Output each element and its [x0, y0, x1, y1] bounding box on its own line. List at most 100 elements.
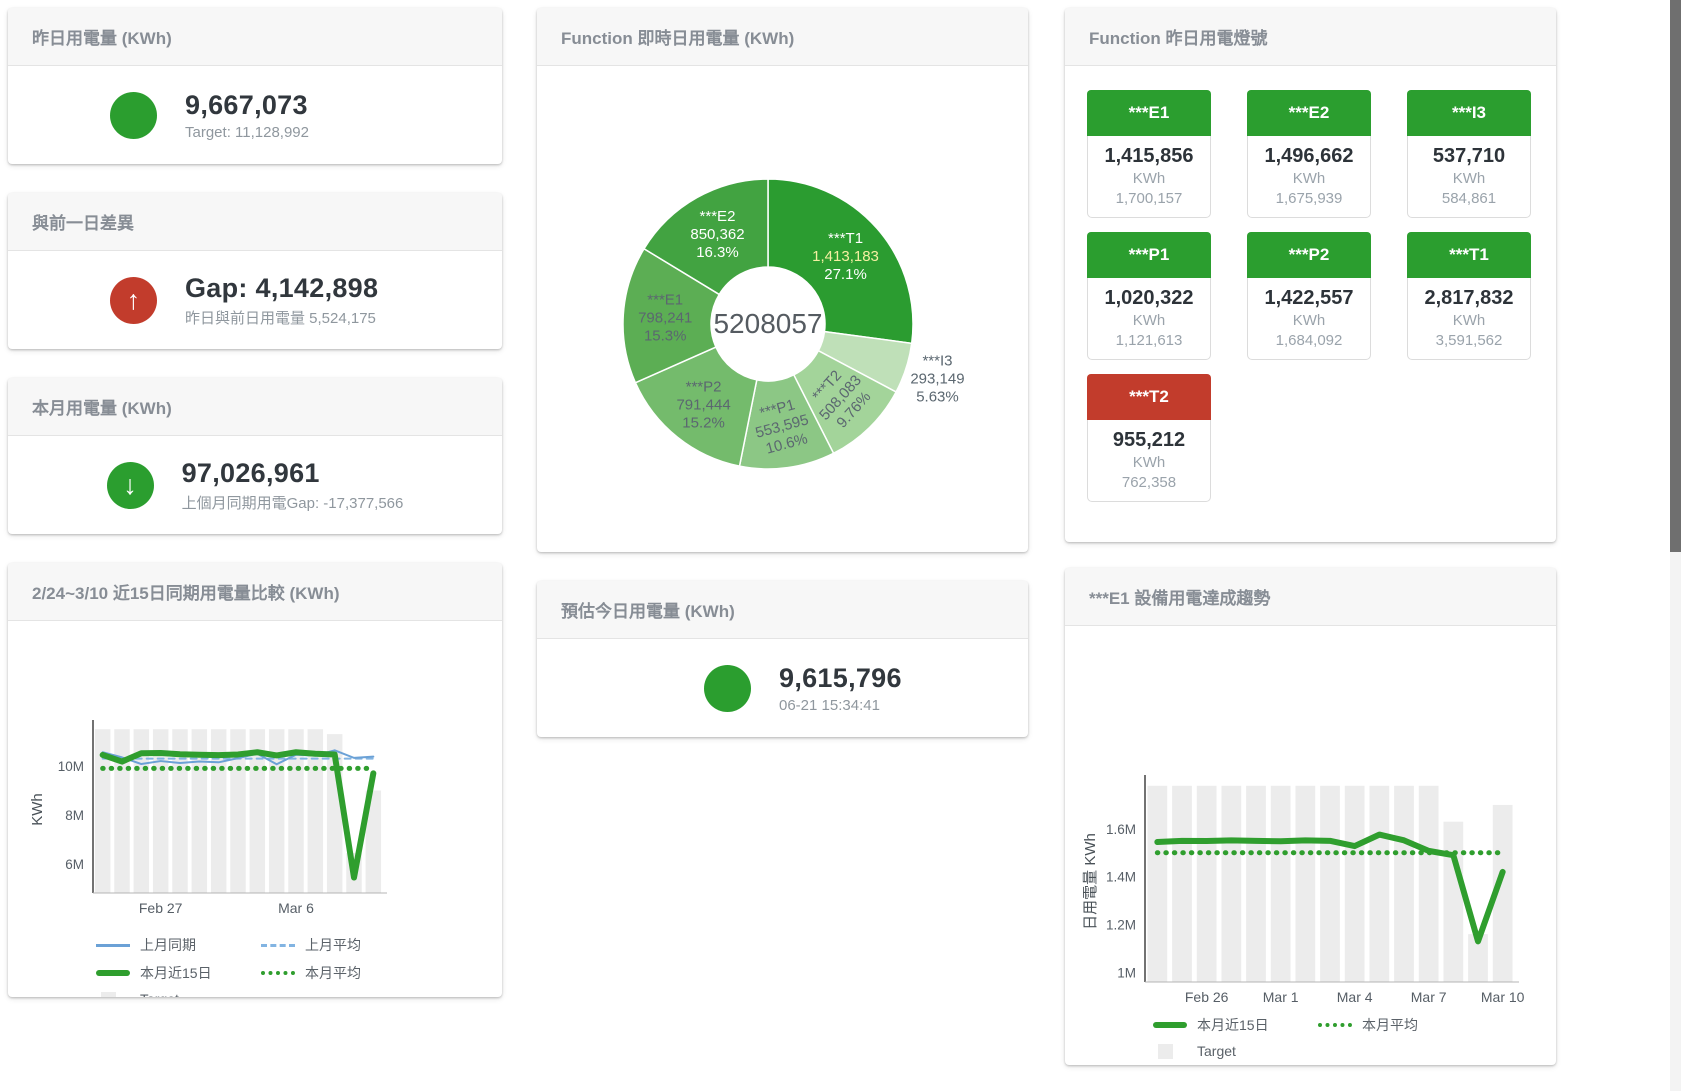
- stat-sub: 上個月同期用電Gap: -17,377,566: [181, 494, 404, 512]
- card-estimate-today: 預估今日用電量 (KWh) 9,615,796 06-21 15:34:41: [537, 581, 1028, 737]
- tile-name: ***P1: [1087, 232, 1211, 278]
- tile-value: 955,212: [1112, 429, 1186, 451]
- donut-slice-P2[interactable]: [634, 346, 758, 468]
- tile-unit: KWh: [1292, 170, 1326, 187]
- series-本月近15日: [99, 749, 377, 881]
- donut-slice-label: ***T1 1,413,183 27.1%: [812, 230, 879, 283]
- y-tick-label: 10M: [58, 759, 84, 774]
- tile-unit: KWh: [1292, 312, 1326, 329]
- tile-target: 762,358: [1121, 474, 1177, 491]
- target-bar: [1394, 785, 1414, 982]
- donut-slice-E2[interactable]: [643, 178, 769, 296]
- card-title: 與前一日差異: [8, 193, 502, 251]
- target-bar: [94, 729, 111, 893]
- tile-name: ***T1: [1407, 232, 1531, 278]
- tile-target: 3,591,562: [1435, 332, 1503, 349]
- status-tile-T2: ***T2 955,212 KWh 762,358: [1087, 374, 1211, 502]
- legend-label: Target: [140, 991, 179, 997]
- status-tile-E2: ***E2 1,496,662 KWh 1,675,939: [1247, 90, 1371, 218]
- card-e1-trend: ***E1 設備用電達成趨勢 1M 1.2M 1.4M 1.6M Feb 26 Mar 1…: [1065, 568, 1556, 1065]
- green-status-circle-icon: [110, 91, 157, 139]
- target-bar: [1221, 785, 1242, 982]
- card-title: Function 昨日用電燈號: [1065, 8, 1556, 66]
- series-本月近15日: [1154, 831, 1506, 945]
- square-swatch-icon: [1158, 1043, 1173, 1059]
- status-tile-I3: ***I3 537,710 KWh 584,861: [1407, 90, 1531, 218]
- legend-item[interactable]: 本月平均: [261, 963, 426, 983]
- donut-slice-T1[interactable]: [767, 178, 914, 345]
- target-bar: [114, 729, 130, 893]
- tile-unit: KWh: [1452, 312, 1486, 329]
- donut-center-total: 5208057: [713, 308, 822, 339]
- donut-slice-E1[interactable]: [622, 247, 721, 384]
- tile-target: 1,684,092: [1275, 332, 1343, 349]
- y-tick-label: 1.6M: [1106, 822, 1136, 837]
- tile-name: ***P2: [1247, 232, 1371, 278]
- tile-target: 1,700,157: [1115, 190, 1183, 207]
- scrollbar-track[interactable]: [1670, 0, 1681, 1091]
- tile-name: ***I3: [1407, 90, 1531, 136]
- target-bar: [1320, 785, 1340, 982]
- legend-label: 本月近15日: [140, 965, 212, 981]
- dash-swatch-icon: [261, 943, 295, 947]
- legend-item[interactable]: Target: [1153, 1043, 1318, 1059]
- tile-value: 1,496,662: [1264, 145, 1354, 167]
- status-tile-P1: ***P1 1,020,322 KWh 1,121,613: [1087, 232, 1211, 360]
- target-bar: [365, 790, 382, 893]
- legend-item[interactable]: Target: [96, 991, 261, 997]
- card-compare-chart: 2/24~3/10 近15日同期用電量比較 (KWh) 6M 8M 10M Feb 2…: [8, 563, 502, 997]
- tile-name: ***E1: [1087, 90, 1211, 136]
- target-bar: [1344, 785, 1365, 982]
- donut-slice-label: ***I3 293,149 5.63%: [910, 352, 964, 405]
- tile-value: 537,710: [1432, 145, 1506, 167]
- legend-item[interactable]: 本月近15日: [96, 963, 261, 983]
- red-arrow-up-icon: ↑: [110, 276, 157, 324]
- right-column: Function 昨日用電燈號 ***E1 1,415,856 KWh 1,700,1…: [1065, 8, 1556, 1065]
- x-tick-label: Mar 1: [1263, 989, 1299, 1005]
- card-day-gap: 與前一日差異 ↑ Gap: 4,142,898 昨日與前日用電量 5,524,1…: [8, 193, 502, 349]
- square-swatch-icon: [101, 991, 116, 997]
- card-status-lights: Function 昨日用電燈號 ***E1 1,415,856 KWh 1,700,1…: [1065, 8, 1556, 542]
- target-bar: [249, 729, 266, 893]
- legend-label: 本月平均: [305, 965, 361, 981]
- thick-swatch-icon: [96, 970, 130, 976]
- x-tick-label: Feb 26: [1185, 989, 1229, 1005]
- x-tick-label: Mar 6: [278, 900, 314, 916]
- target-bar: [1369, 785, 1390, 982]
- dot-swatch-icon: [261, 971, 295, 975]
- target-bar: [172, 729, 188, 893]
- tile-value: 2,817,832: [1424, 287, 1514, 309]
- function-usage-donut-chart[interactable]: ***T1 1,413,183 27.1% ***I3 293,149 5.63% ***T…: [537, 66, 1028, 551]
- tile-target: 584,861: [1441, 190, 1497, 207]
- legend-item[interactable]: 本月平均: [1318, 1015, 1483, 1035]
- y-tick-label: 8M: [65, 808, 84, 823]
- y-tick-label: 1.4M: [1106, 870, 1136, 885]
- thick-swatch-icon: [1153, 1022, 1187, 1028]
- card-title: 昨日用電量 (KWh): [8, 8, 502, 66]
- stat-body: 9,667,073 Target: 11,128,992: [8, 66, 502, 164]
- stat-target: Target: 11,128,992: [185, 123, 309, 141]
- y-axis-title: KWh: [29, 793, 46, 826]
- target-bar: [1295, 785, 1316, 982]
- card-yesterday-usage: 昨日用電量 (KWh) 9,667,073 Target: 11,128,992: [8, 8, 502, 164]
- legend-item[interactable]: 上月平均: [261, 935, 426, 955]
- card-title: 本月用電量 (KWh): [8, 378, 502, 436]
- stat-text: 9,667,073 Target: 11,128,992: [185, 90, 400, 141]
- legend-item[interactable]: 本月近15日: [1153, 1015, 1318, 1035]
- target-bar: [1246, 785, 1266, 982]
- legend-item[interactable]: 上月同期: [96, 935, 261, 955]
- middle-column: Function 即時日用電量 (KWh) ***T1 1,413,183 27.1…: [537, 8, 1028, 766]
- e1-trend-line-chart[interactable]: 1M 1.2M 1.4M 1.6M Feb 26 Mar 1 Mar 4 Mar 7 Mar 1…: [1065, 626, 1543, 1011]
- tile-value: 1,020,322: [1104, 287, 1194, 309]
- compare-line-chart[interactable]: 6M 8M 10M Feb 27 Mar 6 KWh: [8, 621, 486, 931]
- target-bar: [1196, 785, 1217, 982]
- stat-value: 9,667,073: [185, 89, 308, 120]
- target-bar: [230, 729, 246, 893]
- donut-slice-label: ***E1 798,241 15.3%: [638, 291, 692, 344]
- card-title: 預估今日用電量 (KWh): [537, 581, 1028, 639]
- dashboard: 昨日用電量 (KWh) 9,667,073 Target: 11,128,992…: [8, 8, 1556, 1065]
- stat-body: 9,615,796 06-21 15:34:41: [537, 639, 1028, 737]
- scrollbar-thumb[interactable]: [1670, 0, 1681, 552]
- tile-target: 1,121,613: [1115, 332, 1183, 349]
